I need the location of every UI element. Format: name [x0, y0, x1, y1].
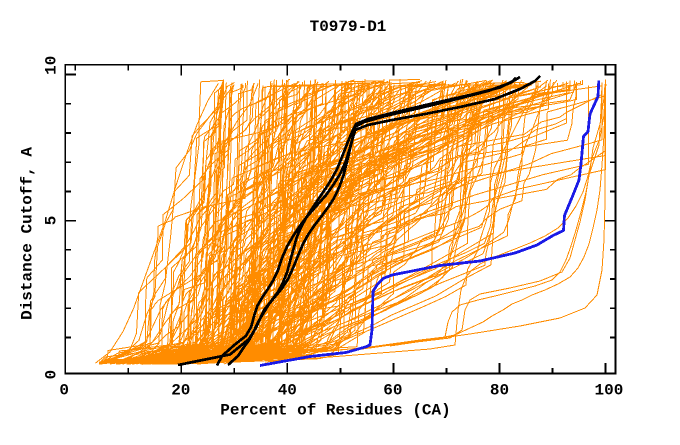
svg-text:100: 100 — [594, 382, 623, 400]
svg-text:0: 0 — [59, 382, 69, 400]
svg-text:20: 20 — [171, 382, 190, 400]
svg-text:Percent of Residues (CA): Percent of Residues (CA) — [220, 402, 450, 420]
svg-text:5: 5 — [43, 216, 61, 226]
svg-text:Distance Cutoff, A: Distance Cutoff, A — [18, 147, 36, 320]
svg-text:0: 0 — [43, 370, 61, 380]
svg-text:10: 10 — [43, 56, 61, 75]
svg-text:T0979-D1: T0979-D1 — [310, 18, 387, 36]
svg-text:80: 80 — [490, 382, 509, 400]
svg-text:60: 60 — [383, 382, 402, 400]
svg-text:40: 40 — [278, 382, 297, 400]
